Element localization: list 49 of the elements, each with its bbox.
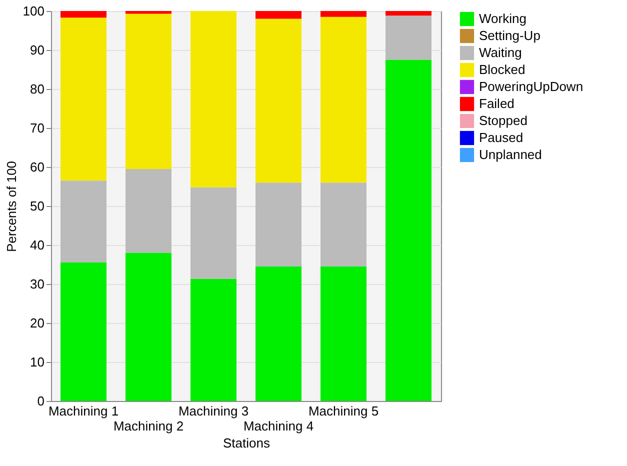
legend-label: Stopped (479, 113, 528, 128)
bar (256, 182, 302, 266)
legend-label: Unplanned (479, 147, 542, 162)
y-tick-label: 30 (30, 276, 44, 292)
y-tick-label: 90 (30, 42, 44, 58)
bar (190, 278, 236, 401)
bar (320, 11, 366, 17)
y-tick-label: 10 (30, 354, 44, 370)
bar (126, 14, 172, 169)
legend-label: Blocked (479, 62, 526, 77)
legend-label: PoweringUpDown (479, 79, 584, 94)
x-tick-label: Machining 5 (308, 404, 379, 418)
y-tick-label: 100 (22, 4, 44, 18)
y-tick-label: 20 (30, 316, 44, 330)
y-axis-title: Percents of 100 (4, 160, 19, 252)
bar (60, 18, 106, 181)
x-tick-label: Machining 3 (178, 404, 249, 418)
bar (60, 180, 106, 263)
bar (256, 18, 302, 183)
y-tick-label: 60 (30, 160, 44, 174)
legend-label: Setting-Up (479, 28, 540, 43)
bar (126, 11, 172, 14)
x-axis-title: Stations (223, 436, 270, 450)
bar (386, 11, 432, 16)
bar (256, 266, 302, 401)
legend-label: Working (479, 11, 526, 26)
bar (190, 187, 236, 279)
bar (320, 182, 366, 266)
bar (386, 16, 432, 60)
legend-label: Failed (479, 96, 514, 111)
bar (320, 16, 366, 183)
x-tick-label: Machining 1 (48, 404, 119, 418)
y-tick-label: 50 (30, 198, 44, 214)
bar (386, 60, 432, 401)
bar (60, 11, 106, 18)
y-tick-label: 40 (30, 238, 44, 252)
bar (256, 11, 302, 19)
bar (126, 168, 172, 253)
legend-label: Paused (479, 130, 524, 145)
bar (190, 11, 236, 188)
y-tick-label: 80 (30, 82, 44, 96)
y-tick-label: 70 (30, 120, 44, 136)
legend-label: Waiting (479, 45, 522, 60)
bar (126, 252, 172, 401)
bar (320, 266, 366, 401)
y-tick-label: 0 (37, 394, 44, 408)
bar (60, 262, 106, 401)
x-tick-label: Machining 2 (113, 418, 184, 434)
x-tick-label: Machining 4 (243, 418, 314, 434)
